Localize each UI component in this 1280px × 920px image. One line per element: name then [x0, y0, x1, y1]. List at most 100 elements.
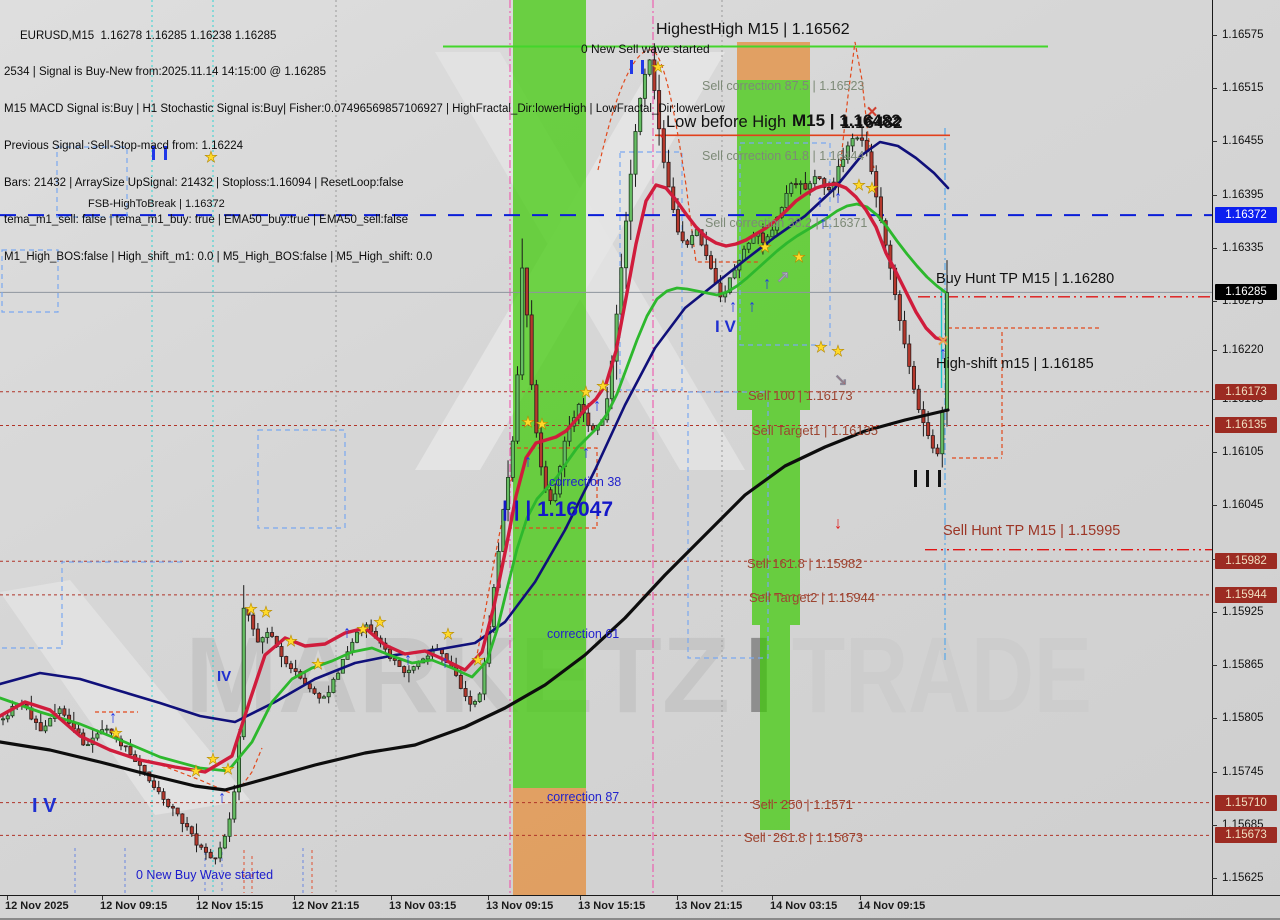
candle-up [628, 173, 633, 222]
candle-up [104, 728, 109, 731]
time-tick-mark [772, 896, 773, 900]
candle-up [227, 818, 232, 837]
star-marker: ★ [521, 414, 534, 431]
candle-up [770, 229, 775, 238]
time-tick-label: 12 Nov 09:15 [100, 900, 168, 912]
candle-down [718, 282, 723, 298]
star-marker: ★ [221, 761, 234, 778]
candle-down [293, 668, 298, 672]
price-tick-mark [1212, 559, 1217, 560]
time-tick-label: 14 Nov 03:15 [770, 900, 838, 912]
price-axis[interactable]: 1.16575 1.16515 1.16455 1.16395 1.16335 1.162… [1212, 0, 1280, 896]
candle-down [860, 137, 865, 141]
time-axis[interactable]: 12 Nov 2025 12 Nov 09:15 12 Nov 15:15 12 No… [0, 896, 1280, 920]
candle-down [213, 857, 218, 860]
candle-up [501, 509, 506, 552]
price-badge: 1.15673 [1215, 827, 1277, 843]
macd-stoch-line: M15 MACD Signal is:Buy | H1 Stochastic S… [4, 103, 725, 116]
window-bottom-edge [0, 918, 1280, 920]
price-badge: 1.16135 [1215, 417, 1277, 433]
candle-up [520, 267, 525, 376]
time-tick-mark [580, 896, 581, 900]
ma-green [0, 202, 947, 773]
candle-down [270, 632, 275, 637]
buy-arrow-icon: ↑ [593, 395, 602, 414]
ma-red [0, 182, 947, 774]
candle-up [43, 725, 48, 732]
brand-watermark: MARKETZ I TRADE [185, 614, 1092, 735]
candle-down [128, 745, 133, 756]
candle-down [312, 688, 317, 694]
price-tick-label: 1.16045 [1222, 499, 1264, 511]
envelope-path [948, 327, 1100, 459]
time-tick-label: 12 Nov 15:15 [196, 900, 264, 912]
envelope-path [839, 41, 875, 169]
candle-down [458, 674, 463, 689]
time-tick-label: 13 Nov 21:15 [675, 900, 743, 912]
sell-arrow-icon: ↓ [834, 513, 843, 532]
wave-bar-mark [152, 146, 155, 160]
price-badge: 1.15982 [1215, 553, 1277, 569]
candle-down [251, 614, 256, 630]
price-tick-mark [1212, 505, 1217, 506]
time-tick-mark [391, 896, 392, 900]
candle-down [34, 718, 39, 723]
buy-arrow-icon: ↑ [441, 652, 450, 671]
price-tick-mark [1212, 350, 1217, 351]
candle-down [203, 846, 208, 853]
envelope-path [597, 49, 758, 263]
candle-down [907, 343, 912, 367]
buy-arrow-icon: ↑ [819, 213, 828, 232]
star-marker: ★ [311, 656, 324, 673]
candle-down [930, 435, 935, 449]
time-tick-label: 13 Nov 09:15 [486, 900, 554, 912]
fractal-steps [2, 561, 182, 649]
wave-bar-mark [630, 60, 633, 74]
fractal-box [257, 429, 346, 529]
candle-up [638, 97, 643, 132]
candle-down [760, 232, 765, 244]
candle-down [869, 151, 874, 172]
star-marker: ★ [579, 384, 592, 401]
candle-up [0, 718, 6, 721]
candle-down [666, 161, 671, 188]
price-badge: 1.16372 [1215, 207, 1277, 223]
price-tick-label: 1.16575 [1222, 29, 1264, 41]
candle-down [307, 683, 312, 690]
candle-down [284, 656, 289, 665]
candle-up [406, 669, 411, 674]
indicator-info-block: EURUSD,M15 1.16278 1.16285 1.16238 1.162… [4, 5, 725, 288]
price-badge: 1.15710 [1215, 795, 1277, 811]
candle-up [647, 59, 652, 75]
buy-arrow-icon: ↑ [763, 273, 772, 292]
candle-down [534, 384, 539, 434]
buy-arrow-icon: ↑ [748, 296, 757, 315]
candle-up [515, 374, 520, 442]
price-tick-mark [1212, 399, 1217, 400]
candle-down [897, 294, 902, 321]
buy-arrow-icon: ↑ [834, 187, 843, 206]
price-tick-label: 1.15805 [1222, 712, 1264, 724]
wave-bar-mark [164, 146, 167, 160]
candle-up [57, 708, 62, 714]
candle-down [468, 696, 473, 705]
time-axis-separator [0, 895, 1280, 896]
candle-up [260, 637, 265, 643]
price-tick-mark [1212, 35, 1217, 36]
candle-down [827, 187, 832, 191]
candle-up [411, 666, 416, 671]
star-marker: ★ [284, 633, 297, 650]
time-tick-mark [677, 896, 678, 900]
candle-down [175, 807, 180, 815]
candle-down [109, 728, 114, 734]
candle-down [62, 708, 67, 716]
price-tick-mark [1212, 825, 1217, 826]
signal-band [752, 410, 800, 625]
candle-up [798, 183, 803, 185]
candle-down [397, 660, 402, 667]
candle-down [161, 791, 166, 800]
close-signal-x-icon: × [866, 102, 877, 123]
price-badge: 1.16173 [1215, 384, 1277, 400]
buy-arrow-icon: ↑ [729, 296, 738, 315]
